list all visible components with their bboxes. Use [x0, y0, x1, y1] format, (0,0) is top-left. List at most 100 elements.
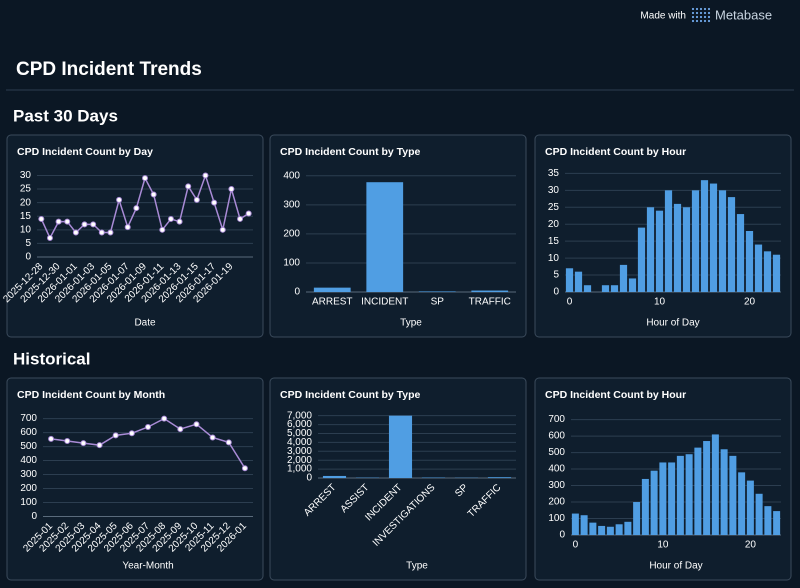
point: [219, 226, 226, 233]
point: [145, 423, 151, 430]
section-title: Historical: [13, 349, 90, 368]
bar: [718, 190, 727, 292]
point: [159, 226, 166, 233]
x-axis-label: Hour of Day: [646, 318, 699, 329]
bar: [487, 477, 512, 478]
brand-name: Metabase: [715, 7, 772, 22]
bar: [772, 254, 781, 292]
x-axis-label: Type: [406, 561, 428, 572]
bar: [583, 285, 592, 292]
bar: [720, 449, 728, 535]
point: [228, 186, 235, 193]
y-tick-label: 3,000: [287, 446, 312, 457]
y-tick-label: 10: [548, 253, 560, 264]
x-tick-label: 20: [744, 297, 756, 308]
x-axis-label: Type: [400, 318, 422, 329]
bar: [628, 278, 637, 292]
bar: [676, 455, 684, 535]
point: [142, 175, 148, 182]
y-tick-label: 600: [20, 427, 37, 438]
y-tick-label: 100: [283, 258, 300, 269]
y-tick-label: 100: [20, 497, 37, 508]
y-tick-label: 0: [294, 287, 300, 298]
bar: [388, 415, 413, 478]
y-tick-label: 7,000: [287, 410, 312, 421]
point: [225, 439, 232, 446]
point: [237, 215, 244, 222]
x-tick-label: 20: [745, 540, 757, 551]
point: [64, 437, 71, 444]
bar: [711, 434, 719, 535]
x-tick-label: 10: [654, 297, 666, 308]
x-tick-label: INCIDENT: [361, 297, 408, 308]
bar: [659, 462, 667, 535]
bar: [633, 502, 641, 535]
bar: [641, 478, 649, 535]
bar: [727, 197, 736, 292]
point: [98, 229, 105, 236]
point: [245, 210, 252, 217]
bar: [729, 455, 737, 535]
y-tick-label: 100: [548, 513, 565, 524]
bar: [366, 182, 404, 292]
y-tick-label: 20: [548, 219, 560, 230]
y-tick-label: 0: [553, 287, 559, 298]
brand-logo: [691, 7, 711, 23]
chart-card: [6, 377, 264, 581]
bar: [685, 454, 693, 535]
bar: [571, 513, 579, 535]
bar: [615, 524, 623, 535]
chart-title: CPD Incident Count by Hour: [545, 146, 686, 158]
bar: [598, 525, 606, 535]
x-tick-label: SP: [431, 297, 445, 308]
y-tick-label: 200: [20, 483, 37, 494]
point: [176, 218, 183, 225]
point: [64, 218, 71, 225]
point: [116, 196, 123, 203]
y-tick-label: 1,000: [287, 464, 312, 475]
point: [133, 205, 140, 212]
y-tick-label: 35: [548, 168, 560, 179]
bar: [703, 441, 711, 535]
y-tick-label: 400: [283, 170, 300, 181]
point: [46, 234, 53, 241]
chart-title: CPD Incident Count by Hour: [545, 389, 686, 401]
point: [112, 432, 119, 439]
y-tick-label: 0: [306, 473, 312, 484]
x-tick-label: 0: [573, 540, 579, 551]
point: [150, 191, 157, 198]
point: [107, 229, 114, 236]
y-tick-label: 5: [553, 270, 559, 281]
y-tick-label: 500: [548, 447, 565, 458]
y-tick-label: 700: [548, 414, 565, 425]
y-tick-label: 200: [548, 497, 565, 508]
x-tick-label: TRAFFIC: [469, 297, 511, 308]
y-tick-label: 500: [20, 441, 37, 452]
bar: [624, 521, 632, 535]
chart-title: CPD Incident Count by Day: [17, 146, 153, 158]
point: [209, 434, 216, 441]
bar: [773, 511, 781, 535]
point: [161, 415, 168, 422]
bar: [746, 480, 754, 535]
point: [96, 442, 103, 449]
bar: [601, 285, 610, 292]
point: [80, 440, 87, 447]
y-tick-label: 300: [548, 480, 565, 491]
bar: [650, 470, 658, 535]
y-tick-label: 2,000: [287, 455, 312, 466]
point: [211, 199, 218, 206]
y-tick-label: 0: [559, 530, 565, 541]
x-tick-label: 10: [657, 540, 669, 551]
bar: [745, 231, 754, 292]
x-axis-label: Year-Month: [122, 561, 173, 572]
bar: [736, 214, 745, 292]
point: [38, 215, 45, 222]
y-tick-label: 300: [20, 469, 37, 480]
y-tick-label: 400: [20, 455, 37, 466]
bar: [764, 506, 772, 535]
chart-title: CPD Incident Count by Type: [280, 146, 421, 158]
y-tick-label: 700: [20, 413, 37, 424]
y-tick-label: 400: [548, 464, 565, 475]
